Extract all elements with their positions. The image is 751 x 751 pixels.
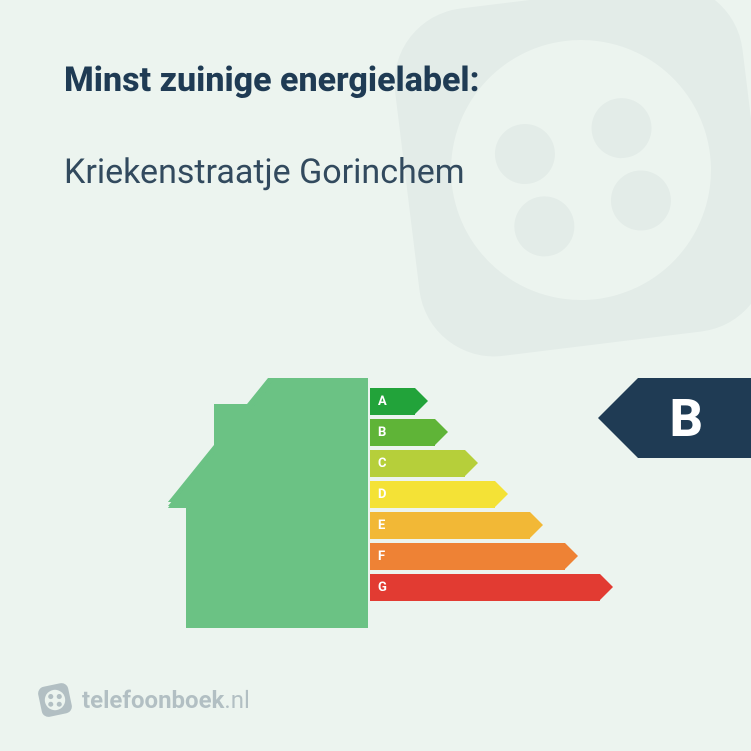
chevron-right-icon (600, 574, 613, 600)
chevron-right-icon (530, 512, 543, 538)
energy-bar-label: F (378, 549, 385, 564)
energy-bar-g: G (370, 574, 600, 601)
energy-bar-c: C (370, 450, 600, 477)
footer-brand-name: telefoonboek (82, 686, 224, 714)
energy-bar-f: F (370, 543, 600, 570)
footer-brand: telefoonboek.nl (38, 683, 250, 717)
energy-bar-body: B (370, 419, 435, 446)
energy-bar-b: B (370, 419, 600, 446)
energy-bar-label: B (378, 425, 386, 440)
energy-bar-label: A (378, 394, 387, 409)
energy-bar-body: C (370, 450, 465, 477)
energy-bar-body: G (370, 574, 600, 601)
energy-bars-container: A B C D E F G (370, 388, 600, 605)
energy-bar-body: E (370, 512, 530, 539)
rating-badge: B (638, 378, 751, 458)
page-title: Minst zuinige energielabel: (64, 60, 687, 100)
chevron-right-icon (415, 388, 428, 414)
chevron-right-icon (565, 543, 578, 569)
logo-icon (38, 683, 72, 717)
location-name: Kriekenstraatje Gorinchem (64, 152, 687, 192)
energy-bar-label: G (378, 580, 387, 595)
energy-bar-d: D (370, 481, 600, 508)
energy-bar-body: F (370, 543, 565, 570)
chevron-right-icon (495, 481, 508, 507)
chevron-right-icon (435, 419, 448, 445)
chevron-right-icon (465, 450, 478, 476)
rating-letter: B (670, 388, 703, 449)
energy-bar-label: D (378, 487, 386, 502)
energy-bar-body: D (370, 481, 495, 508)
house-icon (168, 378, 368, 628)
energy-bar-a: A (370, 388, 600, 415)
energy-bar-label: E (378, 518, 385, 533)
footer-domain: .nl (224, 686, 249, 714)
energy-bar-label: C (378, 456, 387, 471)
energy-bar-body: A (370, 388, 415, 415)
energy-bar-e: E (370, 512, 600, 539)
